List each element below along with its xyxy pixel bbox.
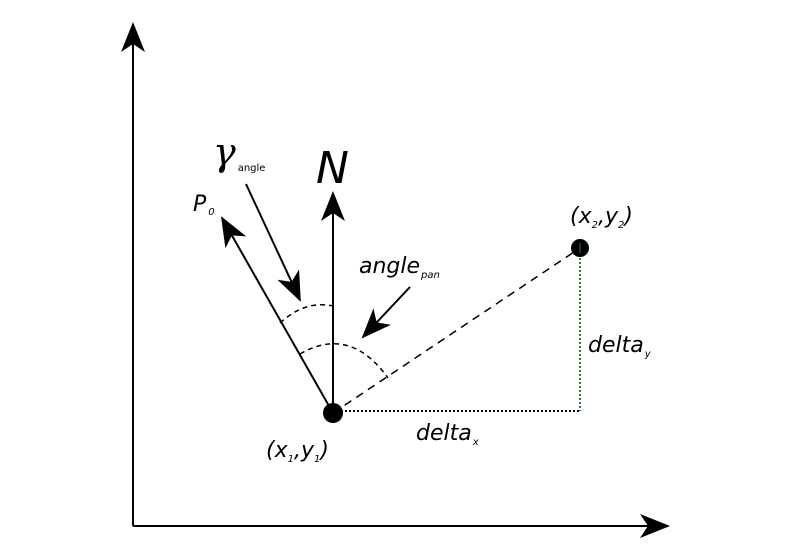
north-label: N bbox=[316, 143, 349, 194]
pan-pointer-arrow bbox=[361, 286, 411, 339]
gamma-pointer-arrow bbox=[245, 183, 301, 302]
gamma-label: γ angle bbox=[213, 130, 265, 174]
p0-arrow bbox=[221, 216, 334, 414]
pan-angle-arc bbox=[299, 343, 389, 379]
point1-label: (x1,y1) bbox=[266, 438, 329, 465]
delta-y-label: deltay bbox=[588, 333, 652, 360]
gamma-angle-arc bbox=[279, 304, 334, 324]
angle-pan-label: anglepan bbox=[359, 254, 440, 281]
point2-label: (x2,y2) bbox=[570, 204, 633, 231]
line-to-point2 bbox=[332, 247, 581, 414]
delta-x-label: deltax bbox=[416, 421, 479, 448]
point1-dot bbox=[323, 403, 343, 423]
